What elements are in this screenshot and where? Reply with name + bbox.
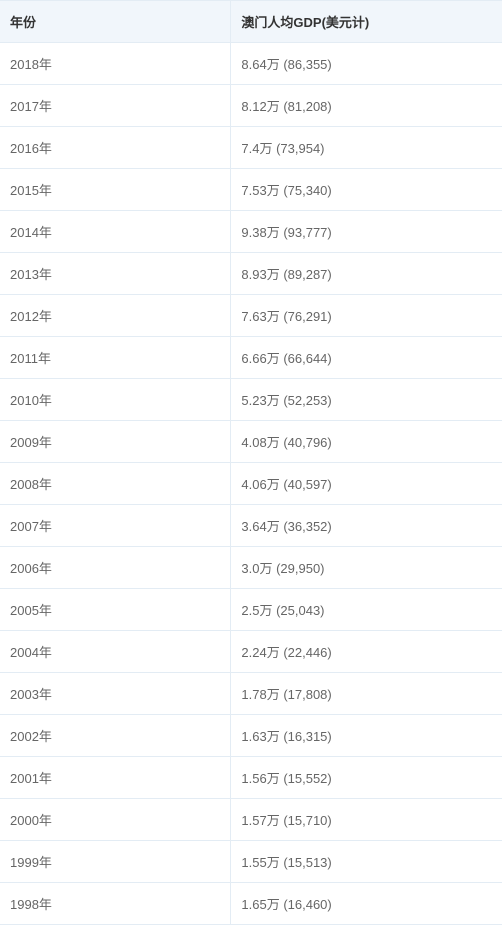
cell-year: 2002年 — [0, 715, 231, 757]
cell-year: 2016年 — [0, 127, 231, 169]
table-row: 2018年8.64万 (86,355) — [0, 43, 502, 85]
cell-year: 2018年 — [0, 43, 231, 85]
table-row: 2002年1.63万 (16,315) — [0, 715, 502, 757]
cell-gdp: 3.0万 (29,950) — [231, 547, 502, 589]
cell-gdp: 1.57万 (15,710) — [231, 799, 502, 841]
cell-gdp: 7.4万 (73,954) — [231, 127, 502, 169]
cell-gdp: 4.08万 (40,796) — [231, 421, 502, 463]
cell-gdp: 7.53万 (75,340) — [231, 169, 502, 211]
cell-gdp: 4.06万 (40,597) — [231, 463, 502, 505]
cell-year: 1999年 — [0, 841, 231, 883]
table-row: 2009年4.08万 (40,796) — [0, 421, 502, 463]
table-row: 1998年1.65万 (16,460) — [0, 883, 502, 925]
table-row: 1999年1.55万 (15,513) — [0, 841, 502, 883]
table-row: 2013年8.93万 (89,287) — [0, 253, 502, 295]
cell-gdp: 5.23万 (52,253) — [231, 379, 502, 421]
col-header-year: 年份 — [0, 1, 231, 43]
cell-gdp: 1.63万 (16,315) — [231, 715, 502, 757]
cell-gdp: 9.38万 (93,777) — [231, 211, 502, 253]
cell-year: 2000年 — [0, 799, 231, 841]
cell-year: 2013年 — [0, 253, 231, 295]
cell-year: 2011年 — [0, 337, 231, 379]
gdp-table: 年份 澳门人均GDP(美元计) 2018年8.64万 (86,355)2017年… — [0, 0, 502, 925]
cell-gdp: 1.78万 (17,808) — [231, 673, 502, 715]
cell-gdp: 8.12万 (81,208) — [231, 85, 502, 127]
table-row: 2008年4.06万 (40,597) — [0, 463, 502, 505]
table-row: 2006年3.0万 (29,950) — [0, 547, 502, 589]
cell-gdp: 1.65万 (16,460) — [231, 883, 502, 925]
cell-gdp: 8.93万 (89,287) — [231, 253, 502, 295]
cell-year: 2014年 — [0, 211, 231, 253]
table-row: 2010年5.23万 (52,253) — [0, 379, 502, 421]
cell-gdp: 7.63万 (76,291) — [231, 295, 502, 337]
table-row: 2003年1.78万 (17,808) — [0, 673, 502, 715]
cell-year: 2005年 — [0, 589, 231, 631]
table-header-row: 年份 澳门人均GDP(美元计) — [0, 1, 502, 43]
cell-year: 2009年 — [0, 421, 231, 463]
cell-year: 2012年 — [0, 295, 231, 337]
table-row: 2007年3.64万 (36,352) — [0, 505, 502, 547]
cell-year: 2007年 — [0, 505, 231, 547]
table-row: 2014年9.38万 (93,777) — [0, 211, 502, 253]
cell-year: 2017年 — [0, 85, 231, 127]
table-row: 2005年2.5万 (25,043) — [0, 589, 502, 631]
table-row: 2001年1.56万 (15,552) — [0, 757, 502, 799]
cell-year: 2008年 — [0, 463, 231, 505]
table-row: 2000年1.57万 (15,710) — [0, 799, 502, 841]
table-row: 2012年7.63万 (76,291) — [0, 295, 502, 337]
table-row: 2016年7.4万 (73,954) — [0, 127, 502, 169]
table-row: 2011年6.66万 (66,644) — [0, 337, 502, 379]
table-row: 2004年2.24万 (22,446) — [0, 631, 502, 673]
cell-gdp: 2.24万 (22,446) — [231, 631, 502, 673]
cell-gdp: 6.66万 (66,644) — [231, 337, 502, 379]
cell-year: 2006年 — [0, 547, 231, 589]
cell-year: 2003年 — [0, 673, 231, 715]
table-row: 2015年7.53万 (75,340) — [0, 169, 502, 211]
cell-year: 1998年 — [0, 883, 231, 925]
cell-gdp: 1.56万 (15,552) — [231, 757, 502, 799]
cell-gdp: 8.64万 (86,355) — [231, 43, 502, 85]
cell-year: 2004年 — [0, 631, 231, 673]
cell-gdp: 1.55万 (15,513) — [231, 841, 502, 883]
cell-year: 2001年 — [0, 757, 231, 799]
cell-gdp: 2.5万 (25,043) — [231, 589, 502, 631]
cell-gdp: 3.64万 (36,352) — [231, 505, 502, 547]
cell-year: 2010年 — [0, 379, 231, 421]
cell-year: 2015年 — [0, 169, 231, 211]
col-header-gdp: 澳门人均GDP(美元计) — [231, 1, 502, 43]
table-row: 2017年8.12万 (81,208) — [0, 85, 502, 127]
